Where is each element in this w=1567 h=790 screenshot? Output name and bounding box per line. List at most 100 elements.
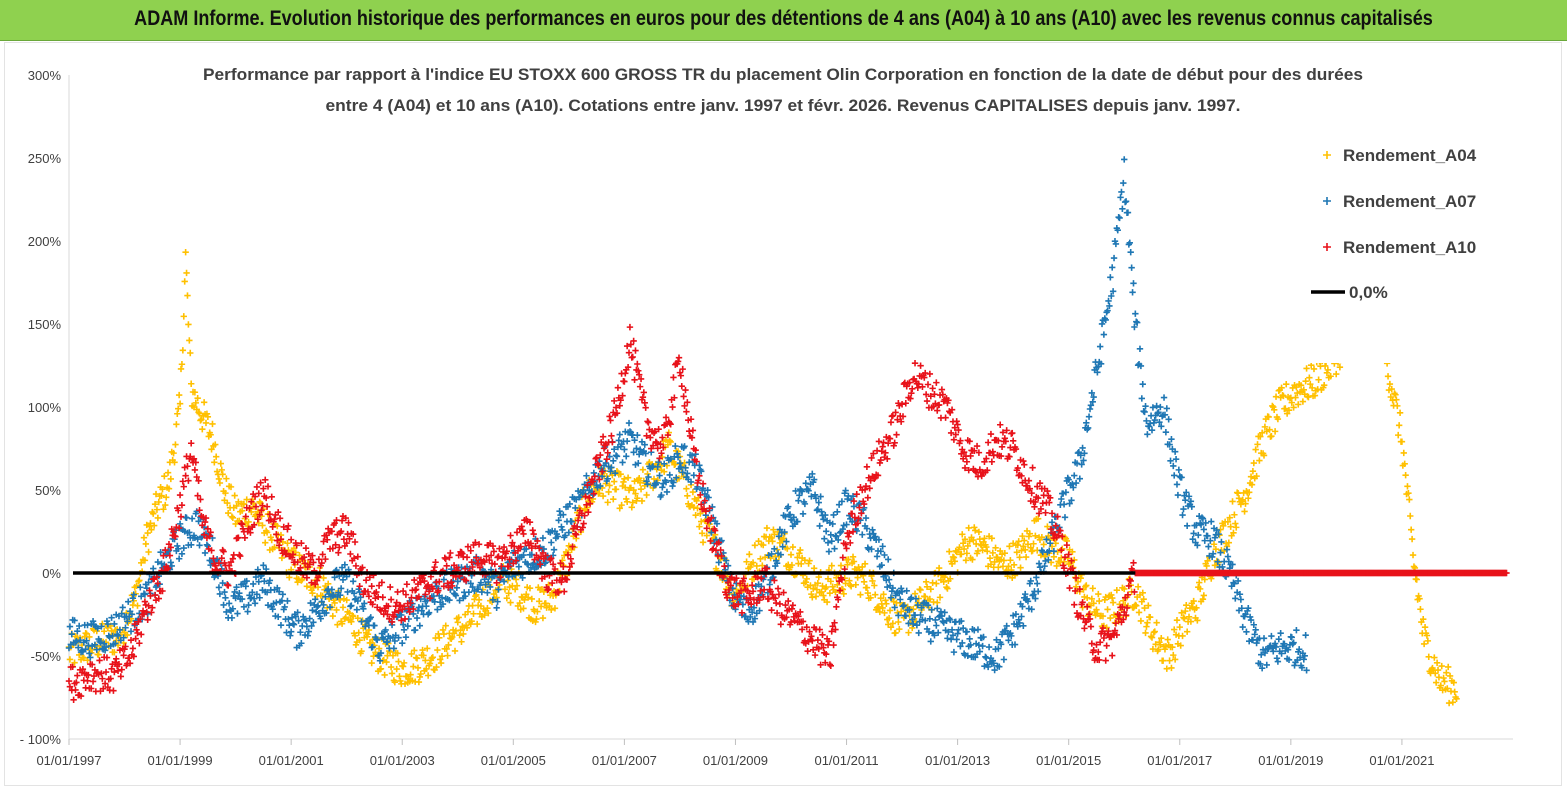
data-point — [1249, 468, 1257, 475]
data-point — [909, 616, 916, 623]
data-point — [422, 657, 429, 664]
data-point — [926, 370, 934, 378]
data-point — [1214, 558, 1221, 565]
data-point — [1095, 590, 1102, 598]
data-point — [958, 617, 965, 625]
data-point — [1034, 588, 1042, 595]
data-point — [656, 472, 663, 479]
data-point — [98, 670, 105, 677]
data-point — [658, 450, 665, 457]
data-point — [1105, 297, 1112, 305]
data-point — [180, 483, 187, 490]
data-point — [530, 559, 537, 567]
data-point — [396, 673, 403, 680]
data-point — [208, 446, 215, 453]
data-point — [604, 449, 611, 456]
data-point — [970, 536, 977, 544]
data-point — [622, 370, 629, 377]
data-point — [950, 554, 958, 561]
data-point — [1280, 392, 1287, 400]
data-point — [771, 531, 778, 538]
data-point — [784, 545, 791, 552]
data-point — [245, 518, 252, 526]
data-point — [425, 609, 433, 616]
data-point — [446, 554, 453, 561]
data-point — [339, 576, 347, 584]
data-point — [1295, 646, 1303, 653]
data-point — [1293, 626, 1300, 634]
data-point — [847, 581, 854, 589]
data-point — [1071, 472, 1078, 479]
data-point — [923, 583, 931, 591]
data-point — [629, 499, 636, 506]
data-point — [609, 438, 616, 446]
data-point — [1027, 577, 1034, 585]
data-point — [1384, 373, 1392, 380]
data-point — [1072, 574, 1080, 582]
data-point — [177, 365, 185, 373]
data-point — [212, 453, 220, 460]
data-point — [66, 656, 74, 663]
data-point — [1000, 656, 1008, 663]
data-point — [366, 574, 374, 581]
data-point — [644, 480, 651, 488]
data-point — [371, 622, 378, 629]
data-point — [749, 618, 757, 626]
data-point — [495, 553, 502, 560]
data-point — [959, 624, 967, 632]
data-point — [1057, 527, 1064, 534]
data-point — [979, 546, 986, 554]
data-point — [981, 458, 988, 466]
data-point — [576, 493, 584, 501]
data-point — [1226, 514, 1233, 521]
data-point — [717, 546, 724, 554]
data-point — [1208, 518, 1215, 525]
data-point — [946, 548, 953, 555]
data-point — [349, 578, 357, 585]
data-point — [1043, 536, 1050, 543]
data-point — [947, 616, 954, 624]
data-point — [180, 313, 187, 320]
data-point — [531, 556, 538, 563]
data-point — [498, 563, 505, 570]
data-point — [1260, 635, 1268, 642]
data-point — [566, 563, 573, 571]
data-point — [243, 577, 250, 585]
data-point — [548, 539, 555, 546]
data-point — [965, 524, 972, 532]
data-point — [1153, 402, 1160, 410]
data-point — [808, 633, 815, 640]
data-point — [1247, 473, 1255, 480]
data-point — [273, 531, 280, 538]
data-point — [204, 413, 212, 420]
data-point — [682, 386, 689, 394]
data-point — [263, 503, 271, 510]
data-point — [1406, 496, 1413, 503]
data-point — [1019, 603, 1026, 610]
data-point — [782, 513, 789, 520]
data-point — [1180, 505, 1187, 513]
data-point — [836, 587, 844, 594]
data-point — [228, 614, 236, 622]
data-point — [696, 462, 703, 469]
data-point — [953, 636, 960, 643]
data-point — [540, 555, 548, 563]
data-point — [966, 438, 973, 445]
data-point — [80, 654, 88, 662]
data-point — [838, 498, 846, 505]
data-point — [358, 647, 365, 655]
data-point — [838, 576, 846, 583]
data-point — [1229, 561, 1236, 568]
data-point — [348, 602, 355, 609]
data-point — [1102, 657, 1109, 664]
data-point — [229, 605, 237, 612]
data-point — [262, 476, 269, 484]
data-point — [154, 558, 162, 566]
data-point — [407, 671, 414, 678]
data-point — [131, 620, 138, 628]
data-point — [922, 593, 929, 600]
data-point — [193, 473, 200, 481]
data-point — [1157, 403, 1164, 411]
data-point — [227, 558, 235, 566]
data-point — [1010, 561, 1018, 569]
